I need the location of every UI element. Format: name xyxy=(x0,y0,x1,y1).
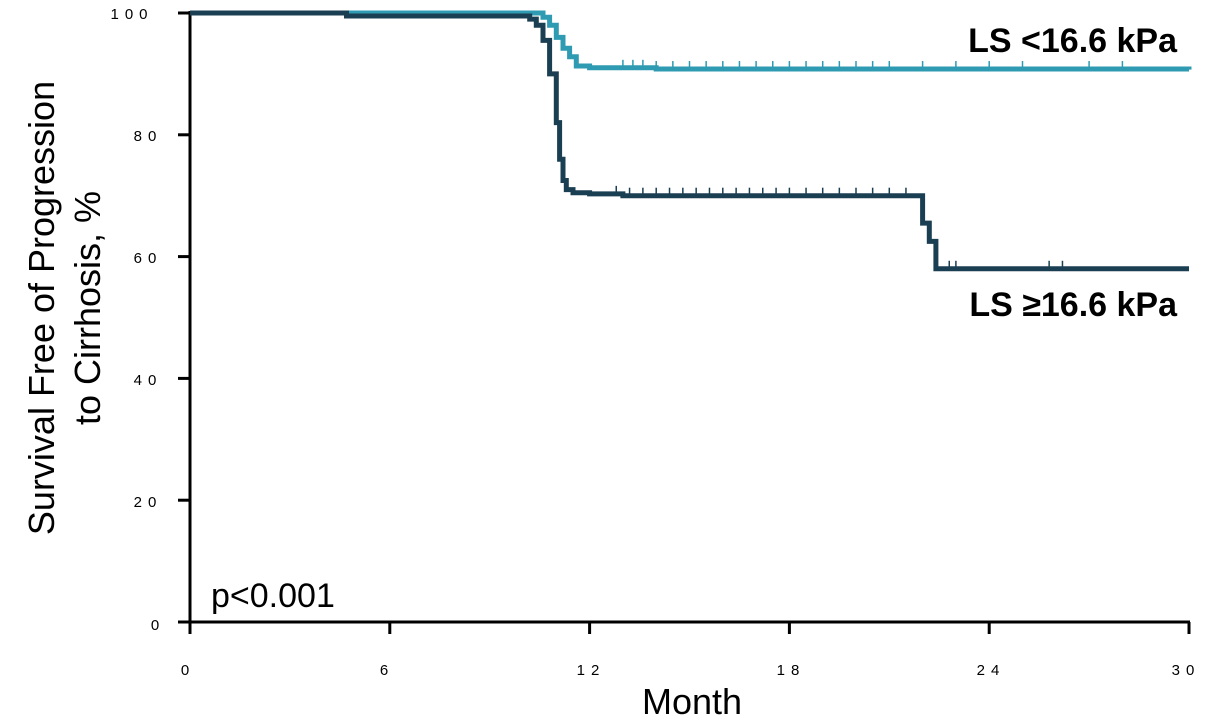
x-tick-label-0: 0 xyxy=(181,662,195,679)
series-1 xyxy=(190,10,1189,272)
y-axis-title-line1: Survival Free of Progression xyxy=(21,81,62,535)
p-value-annotation: p<0.001 xyxy=(211,577,335,615)
y-tick-label-80: 80 xyxy=(134,128,163,145)
series-layer xyxy=(190,10,1192,272)
y-tick-label-0: 0 xyxy=(151,617,165,634)
x-tick-label-30: 30 xyxy=(1172,662,1201,679)
x-tick-label-24: 24 xyxy=(977,662,1006,679)
y-axis-title-line2: to Cirrhosis, % xyxy=(67,191,108,425)
y-tick-label-100: 100 xyxy=(110,6,153,23)
series-0 xyxy=(190,10,1192,72)
y-tick-label-20: 20 xyxy=(134,494,163,511)
series-label-ls-low: LS <16.6 kPa xyxy=(968,22,1178,60)
series-line-1 xyxy=(190,10,1189,272)
series-line-0 xyxy=(190,10,1192,72)
x-axis-title: Month xyxy=(642,681,742,722)
y-tick-label-60: 60 xyxy=(134,250,163,267)
series-label-ls-high: LS ≥16.6 kPa xyxy=(969,286,1178,324)
axes xyxy=(188,11,1190,624)
x-tick-label-18: 18 xyxy=(777,662,806,679)
y-tick-label-40: 40 xyxy=(134,372,163,389)
x-tick-label-12: 12 xyxy=(577,662,606,679)
x-tick-label-6: 6 xyxy=(380,662,394,679)
ticks xyxy=(178,11,1191,634)
